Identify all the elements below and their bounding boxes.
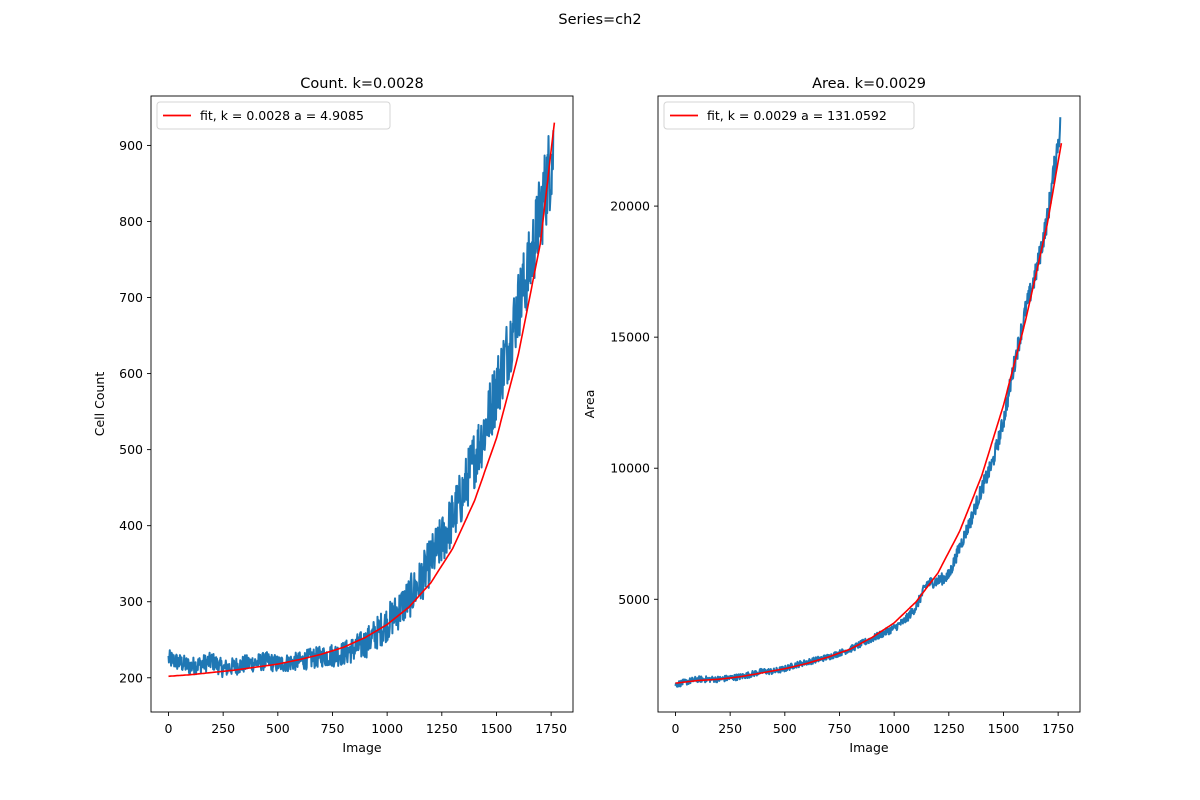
area-ytick-label: 10000	[610, 461, 650, 476]
count-xtick-label: 1750	[535, 721, 567, 736]
count-ytick-label: 600	[119, 366, 143, 381]
count-ytick-label: 700	[119, 290, 143, 305]
area-xtick-label: 1000	[878, 721, 910, 736]
area-xtick-label: 250	[718, 721, 742, 736]
area-legend-box	[663, 101, 915, 130]
count-legend-label: fit, k = 0.0028 a = 4.9085	[200, 108, 364, 123]
count-ylabel: Cell Count	[92, 372, 107, 437]
count-xtick-label: 1000	[371, 721, 403, 736]
area-ytick-label: 20000	[610, 199, 650, 214]
count-ytick-label: 800	[119, 214, 143, 229]
count-fit-line	[168, 122, 556, 678]
area-fit-line	[675, 143, 1063, 684]
count-ytick-label: 500	[119, 442, 143, 457]
area-title: Area. k=0.0029	[812, 76, 926, 92]
area-xtick-label: 1750	[1042, 721, 1074, 736]
count-data-series	[167, 130, 555, 679]
count-ytick-label: 200	[119, 670, 143, 685]
count-xtick-label: 500	[266, 721, 290, 736]
area-data-series	[674, 117, 1062, 688]
count-ytick-label: 900	[119, 138, 143, 153]
figure-suptitle: Series=ch2	[558, 12, 642, 28]
count-title: Count. k=0.0028	[300, 76, 424, 92]
count-axes-frame	[150, 95, 574, 713]
count-ytick-label: 400	[119, 518, 143, 533]
area-xtick-label: 0	[672, 721, 680, 736]
area-legend-label: fit, k = 0.0029 a = 131.0592	[707, 108, 887, 123]
area-xtick-label: 1250	[933, 721, 965, 736]
area-ylabel: Area	[582, 390, 597, 419]
area-xlabel: Image	[849, 740, 888, 755]
count-xtick-label: 0	[165, 721, 173, 736]
area-ytick-label: 15000	[610, 330, 650, 345]
count-xtick-label: 250	[211, 721, 235, 736]
count-legend: fit, k = 0.0028 a = 4.9085	[156, 101, 391, 130]
area-axes-frame	[657, 95, 1081, 713]
area-subplot: 0 250 500 750 1000 1250 1500 1750 5000 10000 15000…	[582, 76, 1081, 755]
count-xtick-label: 750	[321, 721, 345, 736]
area-xtick-label: 1500	[988, 721, 1020, 736]
area-xtick-label: 500	[773, 721, 797, 736]
area-legend: fit, k = 0.0029 a = 131.0592	[663, 101, 915, 130]
area-ytick-label: 5000	[618, 592, 650, 607]
count-ytick-label: 300	[119, 594, 143, 609]
count-legend-box	[156, 101, 391, 130]
count-xtick-label: 1500	[481, 721, 513, 736]
count-xlabel: Image	[342, 740, 381, 755]
count-subplot: 0 250 500 750 1000 1250 1500 1750 200 300 400 500 60…	[92, 76, 574, 755]
area-xtick-label: 750	[828, 721, 852, 736]
count-xtick-label: 1250	[426, 721, 458, 736]
